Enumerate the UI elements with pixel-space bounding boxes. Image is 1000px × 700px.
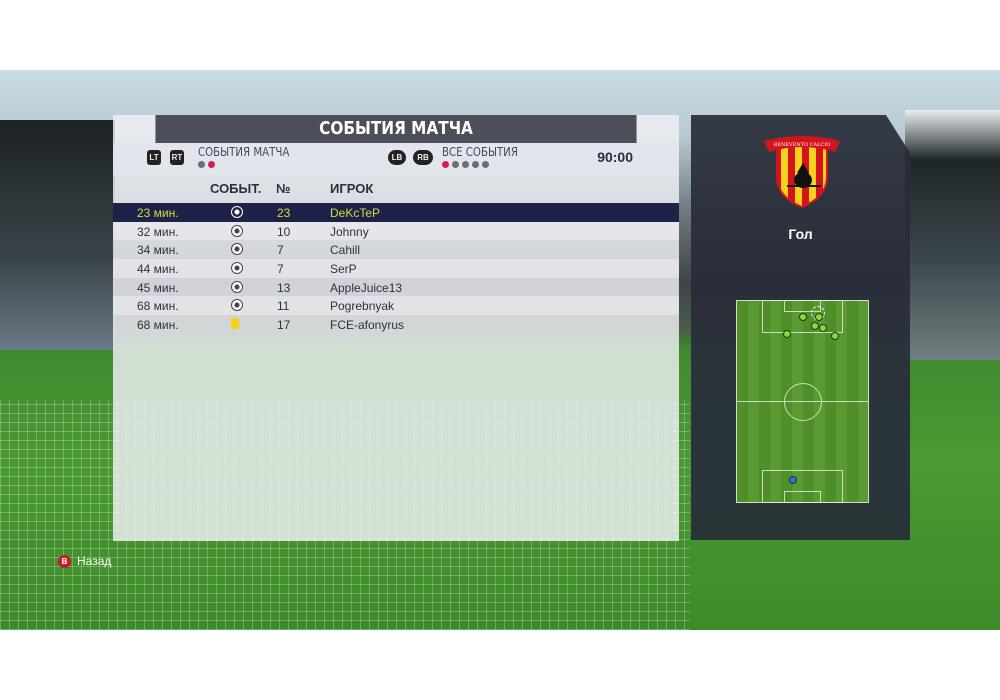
page-dot xyxy=(452,161,459,168)
player-dot xyxy=(783,330,791,338)
player-number: 11 xyxy=(277,299,290,314)
events-list: 23 мин. 23 DeKcTeP 32 мин. 10 Johnny 34 мин. 7 C… xyxy=(113,203,679,334)
page-dot xyxy=(482,161,489,168)
event-row[interactable]: 44 мин. 7 SerP xyxy=(113,259,679,278)
player-dot xyxy=(815,313,823,321)
event-time: 23 мин. xyxy=(137,206,179,220)
player-number: 23 xyxy=(277,206,291,220)
page-dot xyxy=(198,161,205,168)
crest-text: BENEVENTO CALCIO xyxy=(774,142,831,148)
event-time: 45 мин. xyxy=(137,280,179,295)
col-event: СОБЫТ. xyxy=(210,181,262,196)
player-number: 13 xyxy=(277,280,291,295)
player-number: 17 xyxy=(277,318,291,333)
lb-button[interactable]: LB xyxy=(388,150,406,165)
stand-left xyxy=(0,120,115,350)
filter-bar: LT RT СОБЫТИЯ МАТЧА LB RB ВСЕ СОБЫТИЯ 90… xyxy=(113,143,679,175)
filter-right-dots xyxy=(442,161,489,168)
soccer-ball-icon xyxy=(231,243,243,256)
rb-button[interactable]: RB xyxy=(413,150,433,165)
back-label: Назад xyxy=(77,554,112,568)
page-dot xyxy=(208,161,215,168)
soccer-ball-icon xyxy=(231,299,243,312)
player-dot xyxy=(819,324,827,332)
player-name: SerP xyxy=(330,262,357,277)
b-button-icon: B xyxy=(58,554,71,568)
event-row[interactable]: 23 мин. 23 DeKcTeP xyxy=(113,203,679,222)
soccer-ball-icon xyxy=(231,262,243,275)
event-row[interactable]: 68 мин. 11 Pogrebnyak xyxy=(113,296,679,316)
col-number: № xyxy=(276,181,291,196)
club-crest-logo: BENEVENTO CALCIO xyxy=(764,136,840,209)
event-row[interactable]: 32 мин. 10 Johnny xyxy=(113,221,679,241)
goalkeeper-dot xyxy=(789,476,797,484)
event-time: 32 мин. xyxy=(137,224,179,239)
page-dot xyxy=(472,161,479,168)
yellow-card-icon xyxy=(229,317,241,330)
pitch-minimap xyxy=(736,300,869,503)
player-dot xyxy=(799,313,807,321)
player-name: AppleJuice13 xyxy=(330,280,403,295)
event-detail-panel: BENEVENTO CALCIO Гол xyxy=(691,115,910,540)
filter-left-dots xyxy=(198,161,215,168)
player-name: Johnny xyxy=(330,224,369,239)
filter-right-label: ВСЕ СОБЫТИЯ xyxy=(442,145,518,159)
soccer-ball-icon xyxy=(231,206,243,218)
page-dot xyxy=(442,161,449,168)
filter-left-label: СОБЫТИЯ МАТЧА xyxy=(198,145,290,159)
event-time: 68 мин. xyxy=(137,318,179,333)
stand-right xyxy=(905,110,1000,360)
event-time: 44 мин. xyxy=(137,262,179,277)
player-name: DeKcTeP xyxy=(330,206,381,220)
event-row[interactable]: 68 мин. 17 FCE-afonyrus xyxy=(113,315,679,334)
player-name: Pogrebnyak xyxy=(330,299,395,314)
match-clock: 90:00 xyxy=(597,149,633,165)
event-row[interactable]: 34 мин. 7 Cahill xyxy=(113,240,679,259)
panel-title: СОБЫТИЯ МАТЧА xyxy=(155,115,637,143)
match-events-panel: СОБЫТИЯ МАТЧА LT RT СОБЫТИЯ МАТЧА LB RB … xyxy=(113,115,679,541)
player-dot xyxy=(811,322,819,330)
page-dot xyxy=(462,161,469,168)
event-row[interactable]: 45 мин. 13 AppleJuice13 xyxy=(113,278,679,297)
event-time: 68 мин. xyxy=(137,299,179,314)
player-name: FCE-afonyrus xyxy=(330,318,405,333)
player-number: 7 xyxy=(277,262,284,277)
player-dot xyxy=(831,332,839,340)
col-player: ИГРОК xyxy=(330,181,374,196)
rt-button[interactable]: RT xyxy=(170,150,184,165)
player-number: 10 xyxy=(277,224,291,239)
event-type-label: Гол xyxy=(788,226,813,242)
soccer-ball-icon xyxy=(231,280,243,293)
player-name: Cahill xyxy=(330,243,361,258)
back-button[interactable]: B Назад xyxy=(58,554,111,568)
table-header: СОБЫТ. № ИГРОК xyxy=(113,175,679,203)
player-number: 7 xyxy=(277,243,284,258)
lt-button[interactable]: LT xyxy=(147,150,161,165)
event-time: 34 мин. xyxy=(137,243,179,258)
soccer-ball-icon xyxy=(231,224,243,237)
